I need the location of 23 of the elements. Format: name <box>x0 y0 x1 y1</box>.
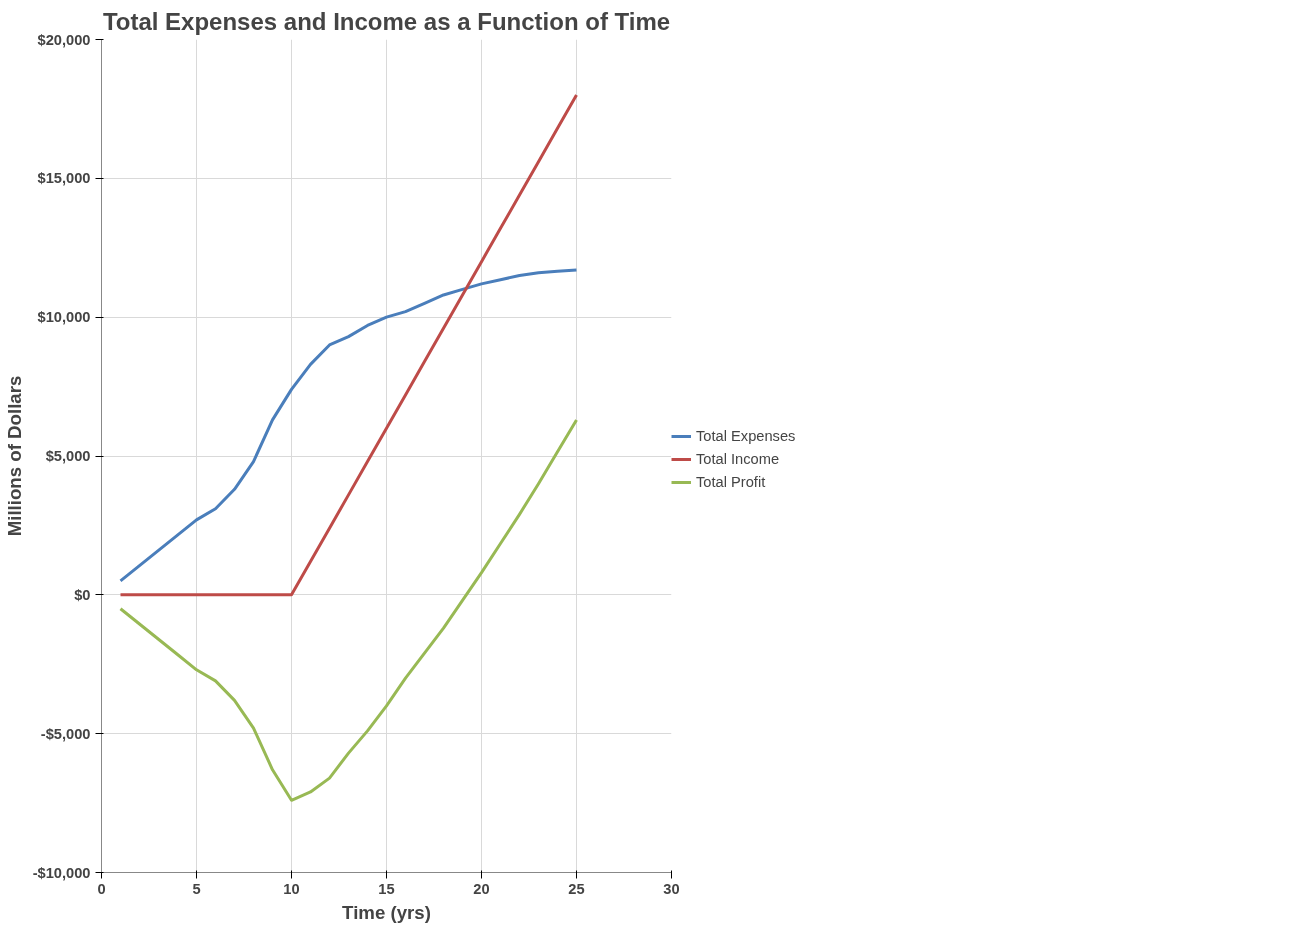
y-tick-label: $20,000 <box>37 31 91 48</box>
chart-title: Total Expenses and Income as a Function of Time <box>102 7 671 35</box>
y-tick-label: -$10,000 <box>32 864 91 881</box>
x-tick-label: 30 <box>663 880 680 897</box>
x-tick-label: 5 <box>192 880 201 897</box>
x-tick-label: 20 <box>473 880 490 897</box>
legend-label: Total Income <box>696 451 780 467</box>
y-tick-label: -$5,000 <box>40 725 91 742</box>
y-tick-label: $5,000 <box>45 448 91 464</box>
x-axis-title: Time (yrs) <box>342 901 431 923</box>
y-tick-label: $0 <box>74 586 91 603</box>
legend-label: Total Expenses <box>696 428 796 444</box>
line-series <box>119 418 578 802</box>
x-tick-label: 15 <box>378 880 395 897</box>
x-tick-label: 25 <box>568 880 585 897</box>
y-tick-label: $10,000 <box>37 309 91 326</box>
line-series <box>119 93 578 597</box>
y-tick-label: $15,000 <box>37 170 91 187</box>
line-series <box>119 268 578 583</box>
x-tick-label: 10 <box>283 880 300 897</box>
legend-label: Total Profit <box>696 474 766 490</box>
y-axis-title: Millions of Dollars <box>3 375 25 537</box>
x-tick-label: 0 <box>97 880 106 897</box>
